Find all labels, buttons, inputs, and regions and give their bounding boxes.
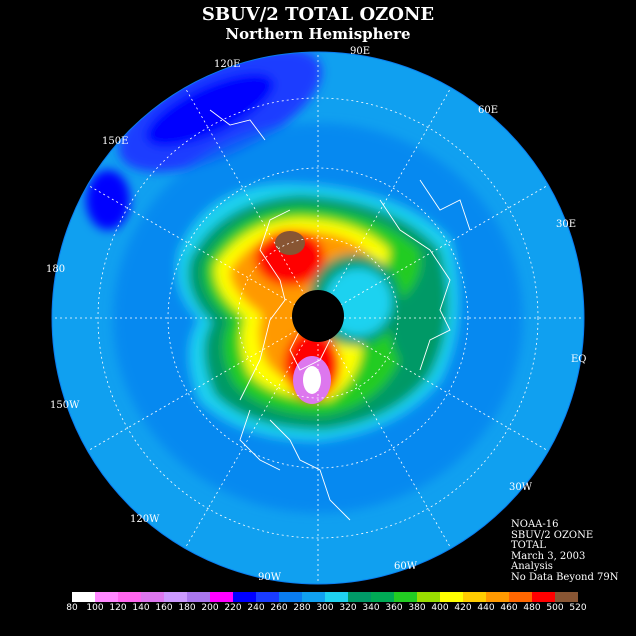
scale-tick-label: 260 — [270, 603, 288, 613]
meridian-line — [330, 340, 452, 549]
scale-swatch — [486, 592, 510, 602]
latitude-circle — [97, 97, 539, 539]
scale-tick-label: 280 — [293, 603, 311, 613]
lon-label-90w: 90W — [258, 572, 282, 583]
scale-swatch — [394, 592, 418, 602]
meridian-line — [340, 330, 549, 452]
scale-swatch — [256, 592, 280, 602]
scale-tick-label: 80 — [66, 603, 78, 613]
scale-tick-label: 520 — [569, 603, 587, 613]
map-title: SBUV/2 TOTAL OZONE — [201, 4, 435, 25]
product-info-block: NOAA-16 SBUV/2 OZONE TOTAL March 3, 2003… — [511, 519, 619, 583]
coverage-note: No Data Beyond 79N — [511, 571, 619, 583]
lon-label-180: 180 — [46, 264, 65, 275]
scale-tick-label: 300 — [316, 603, 334, 613]
field-name: TOTAL — [511, 540, 546, 551]
lon-label-60e: 60E — [478, 105, 498, 116]
lon-label-eq: EQ — [571, 354, 587, 365]
scale-swatch — [72, 592, 96, 602]
scale-swatch — [371, 592, 395, 602]
scale-swatch — [118, 592, 142, 602]
meridian-line — [184, 87, 306, 296]
lon-label-120e: 120E — [214, 59, 240, 70]
scale-swatch — [233, 592, 257, 602]
map-subtitle: Northern Hemisphere — [225, 25, 411, 43]
latitude-circle — [237, 237, 399, 399]
scale-tick-label: 500 — [546, 603, 564, 613]
scale-swatch — [279, 592, 303, 602]
lon-label-60w: 60W — [394, 561, 418, 572]
scale-swatch — [325, 592, 349, 602]
scale-swatch — [302, 592, 326, 602]
meridian-line — [330, 87, 452, 296]
scale-tick-label: 380 — [408, 603, 426, 613]
longitude-labels: 90E 60E 30E EQ 30W 60W 90W 120W 150W 180… — [46, 46, 587, 583]
scale-swatch — [417, 592, 441, 602]
scale-swatch — [210, 592, 234, 602]
lon-label-30w: 30W — [509, 482, 533, 493]
scale-swatch — [555, 592, 578, 602]
product-name: SBUV/2 OZONE — [511, 529, 594, 541]
scale-tick-label: 440 — [477, 603, 495, 613]
meridian-line — [87, 330, 296, 452]
scale-swatch — [95, 592, 119, 602]
scale-tick-label: 140 — [132, 603, 150, 613]
map-date: March 3, 2003 — [511, 550, 586, 562]
scale-tick-label: 400 — [431, 603, 449, 613]
ozone-field — [52, 52, 584, 584]
graticule — [52, 52, 584, 584]
satellite-name: NOAA-16 — [511, 519, 559, 530]
lon-label-120w: 120W — [130, 514, 160, 525]
scale-tick-label: 460 — [500, 603, 518, 613]
lon-label-90e: 90E — [350, 46, 370, 57]
scale-tick-label: 100 — [86, 603, 104, 613]
scale-tick-label: 340 — [362, 603, 380, 613]
scale-tick-label: 120 — [109, 603, 127, 613]
no-data-polar-cap — [292, 290, 344, 342]
meridian-line — [87, 184, 296, 306]
scale-tick-label: 420 — [454, 603, 472, 613]
color-scale-bar — [72, 592, 578, 602]
scale-tick-label: 320 — [339, 603, 357, 613]
latitude-circle — [167, 167, 469, 469]
scale-swatch — [509, 592, 533, 602]
scale-tick-label: 180 — [178, 603, 196, 613]
scale-tick-label: 480 — [523, 603, 541, 613]
meridian-line — [340, 184, 549, 306]
lon-label-150w: 150W — [50, 400, 80, 411]
scale-swatch — [164, 592, 188, 602]
scale-tick-label: 220 — [224, 603, 242, 613]
scale-swatch — [141, 592, 165, 602]
lon-label-30e: 30E — [556, 219, 576, 230]
lon-label-150e: 150E — [102, 136, 128, 147]
scale-swatch — [187, 592, 211, 602]
scale-tick-label: 160 — [155, 603, 173, 613]
scale-tick-label: 240 — [247, 603, 265, 613]
scale-swatch — [463, 592, 487, 602]
scale-swatch — [348, 592, 372, 602]
scale-swatch — [532, 592, 556, 602]
scale-tick-label: 200 — [201, 603, 219, 613]
scale-tick-label: 360 — [385, 603, 403, 613]
analysis-type: Analysis — [511, 561, 553, 572]
scale-swatch — [440, 592, 464, 602]
